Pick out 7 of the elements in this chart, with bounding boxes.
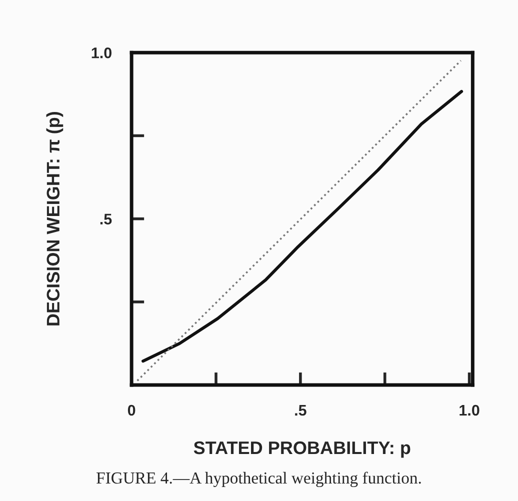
x-tick-label: 1.0 xyxy=(460,404,480,416)
x-axis-title: STATED PROBABILITY: p xyxy=(194,441,410,458)
x-tick-label: 0 xyxy=(128,404,136,416)
line-series xyxy=(142,90,464,363)
y-axis-title: DECISION WEIGHT: π (p) xyxy=(46,112,64,326)
x-tick-label: .5 xyxy=(295,405,306,416)
caption: FIGURE 4.—A hypothetical weighting function. xyxy=(96,472,421,488)
